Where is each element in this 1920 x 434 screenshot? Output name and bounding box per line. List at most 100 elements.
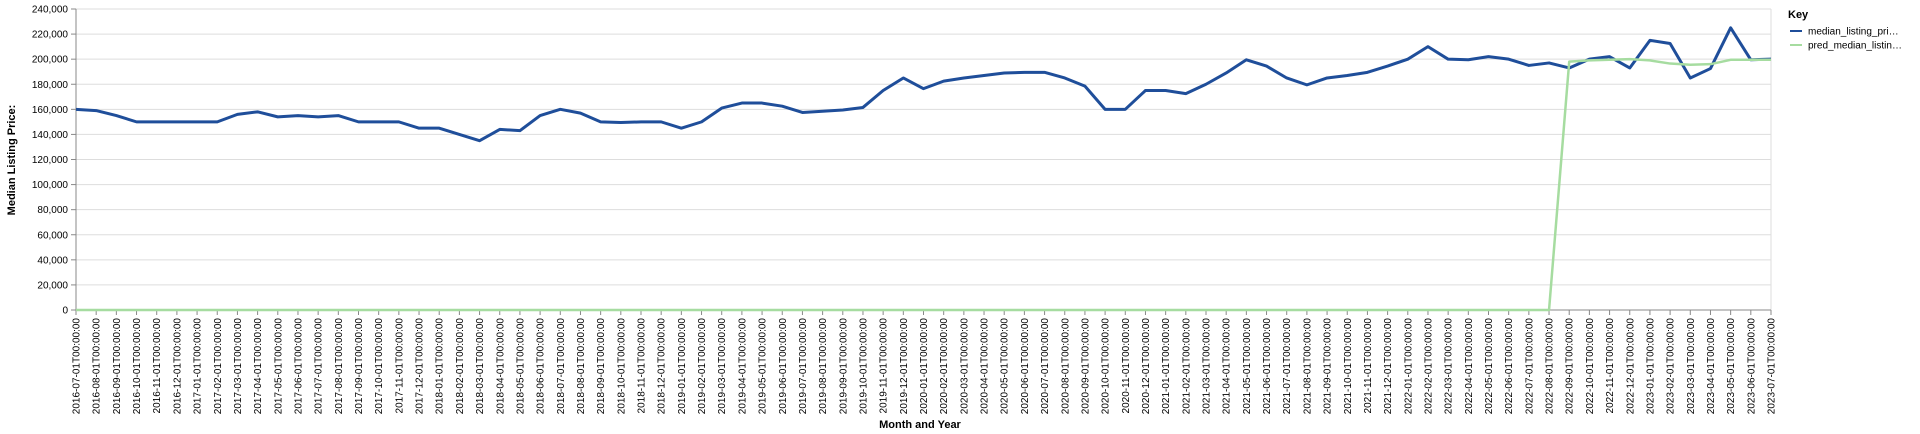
x-tick-label: 2017-01-01T00:00:00 xyxy=(193,318,204,415)
x-tick-label: 2016-11-01T00:00:00 xyxy=(152,318,163,414)
x-tick-label: 2021-11-01T00:00:00 xyxy=(1363,318,1374,414)
x-tick-label: 2017-02-01T00:00:00 xyxy=(213,318,224,415)
y-tick-label: 0 xyxy=(62,306,68,317)
x-tick-label: 2023-03-01T00:00:00 xyxy=(1686,318,1697,415)
x-tick-label: 2018-09-01T00:00:00 xyxy=(596,318,607,415)
x-tick-label: 2016-08-01T00:00:00 xyxy=(92,318,103,415)
x-tick-label: 2019-12-01T00:00:00 xyxy=(899,318,910,415)
x-tick-label: 2019-07-01T00:00:00 xyxy=(798,318,809,415)
x-axis-title: Month and Year xyxy=(879,419,961,431)
y-tick-label: 160,000 xyxy=(32,105,69,116)
x-tick-label: 2021-02-01T00:00:00 xyxy=(1181,318,1192,415)
x-tick-label: 2022-03-01T00:00:00 xyxy=(1444,318,1455,415)
x-tick-label: 2019-08-01T00:00:00 xyxy=(818,318,829,415)
x-tick-label: 2018-03-01T00:00:00 xyxy=(475,318,486,415)
x-tick-label: 2019-04-01T00:00:00 xyxy=(737,318,748,415)
x-tick-label: 2023-04-01T00:00:00 xyxy=(1706,318,1717,415)
x-tick-label: 2019-11-01T00:00:00 xyxy=(879,318,890,414)
x-tick-label: 2022-04-01T00:00:00 xyxy=(1464,318,1475,415)
y-tick-label: 20,000 xyxy=(37,280,68,291)
x-tick-label: 2020-10-01T00:00:00 xyxy=(1101,318,1112,415)
grid xyxy=(76,8,1772,311)
x-tick-label: 2018-06-01T00:00:00 xyxy=(536,318,547,415)
x-tick-label: 2021-01-01T00:00:00 xyxy=(1161,318,1172,415)
x-tick-label: 2022-11-01T00:00:00 xyxy=(1605,318,1616,414)
x-tick-label: 2021-04-01T00:00:00 xyxy=(1222,318,1233,415)
legend-title: Key xyxy=(1788,9,1809,21)
x-tick-label: 2021-07-01T00:00:00 xyxy=(1282,318,1293,415)
x-tick-label: 2020-05-01T00:00:00 xyxy=(1000,318,1011,415)
x-tick-label: 2021-05-01T00:00:00 xyxy=(1242,318,1253,415)
x-tick-label: 2018-01-01T00:00:00 xyxy=(435,318,446,415)
x-tick-label: 2020-04-01T00:00:00 xyxy=(980,318,991,415)
series-line-0 xyxy=(75,26,1772,143)
x-tick-label: 2020-07-01T00:00:00 xyxy=(1040,318,1051,415)
x-tick-label: 2022-02-01T00:00:00 xyxy=(1423,318,1434,415)
y-tick-label: 140,000 xyxy=(32,130,69,141)
x-tick-label: 2017-12-01T00:00:00 xyxy=(415,318,426,415)
series-lines xyxy=(75,26,1772,312)
x-tick-label: 2019-05-01T00:00:00 xyxy=(758,318,769,415)
x-tick-label: 2018-10-01T00:00:00 xyxy=(616,318,627,415)
x-tick-label: 2018-02-01T00:00:00 xyxy=(455,318,466,415)
x-tick-label: 2023-05-01T00:00:00 xyxy=(1726,318,1737,415)
x-tick-label: 2016-07-01T00:00:00 xyxy=(72,318,83,415)
x-tick-label: 2019-06-01T00:00:00 xyxy=(778,318,789,415)
x-tick-label: 2020-01-01T00:00:00 xyxy=(919,318,930,415)
x-tick-label: 2017-03-01T00:00:00 xyxy=(233,318,244,415)
x-tick-label: 2023-02-01T00:00:00 xyxy=(1666,318,1677,415)
y-tick-label: 40,000 xyxy=(37,255,68,266)
x-tick-label: 2022-12-01T00:00:00 xyxy=(1625,318,1636,415)
x-tick-label: 2016-12-01T00:00:00 xyxy=(172,318,183,415)
x-axis: 2016-07-01T00:00:00 2016-08-01T00:00:00 20… xyxy=(72,309,1778,415)
x-tick-label: 2020-11-01T00:00:00 xyxy=(1121,318,1132,414)
y-tick-label: 120,000 xyxy=(32,155,69,166)
x-tick-label: 2020-02-01T00:00:00 xyxy=(939,318,950,415)
y-tick-label: 180,000 xyxy=(32,80,69,91)
x-tick-label: 2017-08-01T00:00:00 xyxy=(334,318,345,415)
x-tick-label: 2021-10-01T00:00:00 xyxy=(1343,318,1354,415)
x-tick-label: 2018-04-01T00:00:00 xyxy=(495,318,506,415)
x-tick-label: 2016-09-01T00:00:00 xyxy=(112,318,123,415)
x-tick-label: 2019-01-01T00:00:00 xyxy=(677,318,688,415)
x-tick-label: 2019-10-01T00:00:00 xyxy=(858,318,869,415)
x-tick-label: 2017-05-01T00:00:00 xyxy=(273,318,284,415)
x-tick-label: 2022-05-01T00:00:00 xyxy=(1484,318,1495,415)
x-tick-label: 2020-08-01T00:00:00 xyxy=(1060,318,1071,415)
x-tick-label: 2017-07-01T00:00:00 xyxy=(314,318,325,415)
x-tick-label: 2022-01-01T00:00:00 xyxy=(1403,318,1414,415)
x-tick-label: 2019-02-01T00:00:00 xyxy=(697,318,708,415)
x-tick-label: 2017-04-01T00:00:00 xyxy=(253,318,264,415)
legend-label-0: median_listing_pri… xyxy=(1808,27,1899,38)
y-tick-label: 100,000 xyxy=(32,180,69,191)
x-tick-label: 2022-07-01T00:00:00 xyxy=(1524,318,1535,415)
y-tick-label: 240,000 xyxy=(32,5,69,16)
y-tick-label: 80,000 xyxy=(37,205,68,216)
x-tick-label: 2020-03-01T00:00:00 xyxy=(959,318,970,415)
x-tick-label: 2021-09-01T00:00:00 xyxy=(1323,318,1334,415)
x-tick-label: 2018-05-01T00:00:00 xyxy=(515,318,526,415)
x-tick-label: 2017-06-01T00:00:00 xyxy=(293,318,304,415)
y-axis-title: Median Listing Price: xyxy=(6,105,18,216)
x-tick-label: 2021-12-01T00:00:00 xyxy=(1383,318,1394,415)
y-tick-label: 60,000 xyxy=(37,230,68,241)
x-tick-label: 2018-11-01T00:00:00 xyxy=(637,318,648,414)
y-axis: 0 20,000 40,000 60,000 80,000 100,000 120,000 1… xyxy=(32,5,77,317)
x-tick-label: 2021-03-01T00:00:00 xyxy=(1202,318,1213,415)
x-tick-label: 2022-10-01T00:00:00 xyxy=(1585,318,1596,415)
x-tick-label: 2022-09-01T00:00:00 xyxy=(1565,318,1576,415)
x-tick-label: 2018-12-01T00:00:00 xyxy=(657,318,668,415)
x-tick-label: 2022-06-01T00:00:00 xyxy=(1504,318,1515,415)
y-tick-label: 220,000 xyxy=(32,30,69,41)
x-tick-label: 2021-08-01T00:00:00 xyxy=(1302,318,1313,415)
legend: Key median_listing_pri… pred_median_listi… xyxy=(1788,9,1902,52)
x-tick-label: 2020-06-01T00:00:00 xyxy=(1020,318,1031,415)
x-tick-label: 2017-09-01T00:00:00 xyxy=(354,318,365,415)
x-tick-label: 2018-07-01T00:00:00 xyxy=(556,318,567,415)
y-tick-label: 200,000 xyxy=(32,55,69,66)
x-tick-label: 2020-12-01T00:00:00 xyxy=(1141,318,1152,415)
x-tick-label: 2023-01-01T00:00:00 xyxy=(1645,318,1656,415)
legend-label-1: pred_median_listin… xyxy=(1808,41,1902,52)
x-tick-label: 2023-06-01T00:00:00 xyxy=(1746,318,1757,415)
